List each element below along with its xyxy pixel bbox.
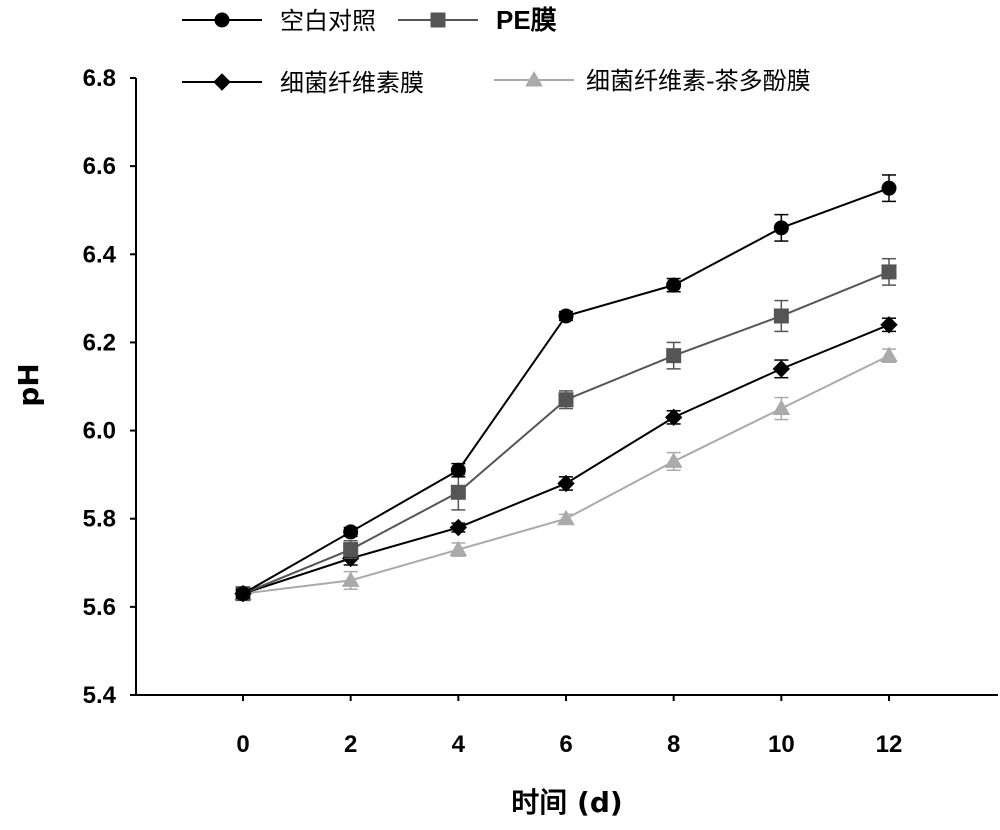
series-4 (234, 346, 898, 601)
legend-item-2: PE膜 (398, 5, 557, 35)
series (234, 174, 898, 603)
series-3 (234, 316, 898, 603)
y-tick-label: 5.6 (83, 594, 116, 621)
y-tick-label: 6.0 (83, 418, 116, 445)
data-point (773, 308, 789, 324)
data-point (341, 571, 360, 587)
data-point (881, 180, 897, 196)
data-point (450, 484, 466, 500)
x-ticks: 0 2 4 6 8 10 12 (236, 695, 902, 758)
data-point (881, 264, 897, 280)
legend-label: 细菌纤维素-茶多酚膜 (586, 67, 811, 95)
x-tick-label: 2 (344, 731, 357, 758)
data-point (558, 308, 574, 324)
series-2 (235, 257, 897, 602)
x-axis-title: 时间 (d) (511, 786, 622, 819)
legend-item-1: 空白对照 (182, 7, 376, 35)
data-point (558, 392, 574, 408)
data-point (557, 474, 575, 493)
data-point (880, 316, 898, 334)
legend-label: PE膜 (496, 5, 557, 35)
x-tick-label: 4 (452, 731, 466, 758)
legend-label: 空白对照 (280, 7, 376, 35)
data-point (666, 277, 682, 293)
legend-label: 细菌纤维素膜 (280, 69, 424, 97)
data-point (449, 518, 468, 537)
y-tick-label: 6.8 (83, 65, 116, 92)
x-tick-label: 10 (768, 731, 795, 758)
legend-marker (525, 70, 543, 87)
x-tick-label: 12 (876, 731, 903, 758)
data-point (666, 348, 682, 364)
y-tick-label: 5.4 (83, 682, 117, 709)
y-tick-label: 5.8 (83, 506, 116, 533)
x-tick-label: 0 (236, 731, 249, 758)
data-point (880, 346, 898, 363)
data-point (557, 509, 575, 526)
data-point (772, 360, 791, 378)
legend-item-4: 细菌纤维素-茶多酚膜 (494, 67, 811, 95)
axes (135, 78, 998, 696)
data-point (664, 452, 683, 468)
data-point (343, 542, 359, 558)
legend-item-3: 细菌纤维素膜 (182, 69, 424, 97)
legend-marker (430, 12, 446, 28)
data-point (450, 462, 466, 478)
legend-marker (213, 73, 231, 91)
legend-marker (214, 12, 230, 28)
data-point (773, 220, 789, 236)
data-point (772, 399, 791, 416)
data-point (235, 586, 251, 602)
y-tick-label: 6.2 (83, 329, 116, 356)
y-ticks: 5.4 5.6 5.8 6.0 6.2 6.4 6.6 6.8 (83, 65, 136, 709)
y-tick-label: 6.6 (83, 153, 116, 180)
y-tick-label: 6.4 (83, 241, 117, 268)
x-tick-label: 6 (559, 731, 572, 758)
series-1 (235, 174, 897, 602)
x-tick-label: 8 (667, 731, 680, 758)
data-point (343, 524, 359, 540)
y-axis-title: pH (12, 363, 45, 406)
data-point (664, 408, 683, 427)
data-point (449, 540, 468, 557)
